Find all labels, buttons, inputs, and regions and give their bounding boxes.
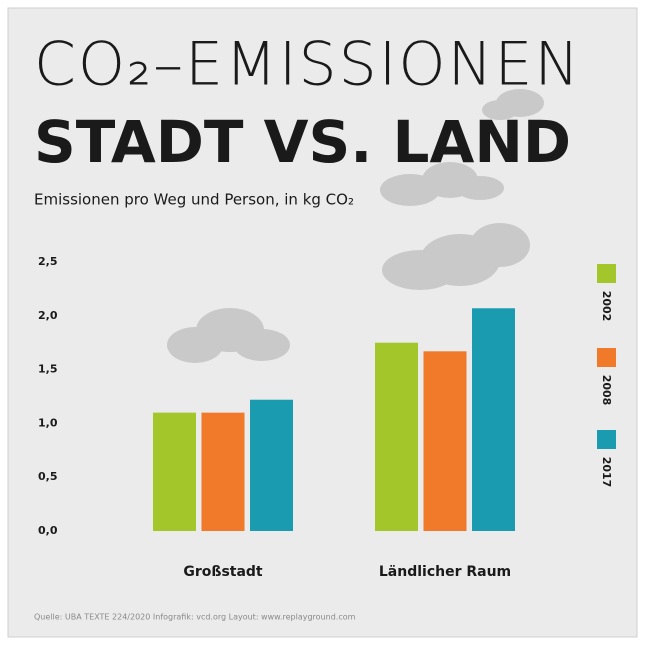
- y-tick-label: 1,0: [38, 416, 58, 429]
- legend-label: 2008: [600, 375, 613, 406]
- y-axis-label: Emissionen pro Weg und Person, in kg CO₂: [34, 191, 354, 209]
- subtitle: STADT VS. LAND: [34, 108, 571, 176]
- x-tick-label: Großstadt: [183, 564, 263, 580]
- x-tick-label: Ländlicher Raum: [379, 564, 511, 580]
- y-tick-label: 2,0: [38, 309, 58, 322]
- chart: CO₂–EMISSIONEN STADT VS. LAND Emissionen…: [0, 0, 645, 646]
- y-tick-label: 0,0: [38, 524, 58, 537]
- legend-label: 2017: [600, 457, 613, 488]
- legend-label: 2002: [600, 291, 613, 322]
- bar: [250, 400, 293, 531]
- legend-swatch: [597, 264, 616, 283]
- y-tick-label: 0,5: [38, 470, 58, 483]
- title: CO₂–EMISSIONEN: [34, 30, 581, 100]
- bar: [202, 413, 245, 531]
- bar: [472, 308, 515, 531]
- bar: [375, 343, 418, 531]
- bar: [424, 351, 467, 531]
- y-tick-label: 1,5: [38, 363, 58, 376]
- y-tick-label: 2,5: [38, 255, 58, 268]
- legend-swatch: [597, 348, 616, 367]
- bar: [153, 413, 196, 531]
- source: Quelle: UBA TEXTE 224/2020 Infografik: v…: [34, 613, 356, 622]
- legend-swatch: [597, 430, 616, 449]
